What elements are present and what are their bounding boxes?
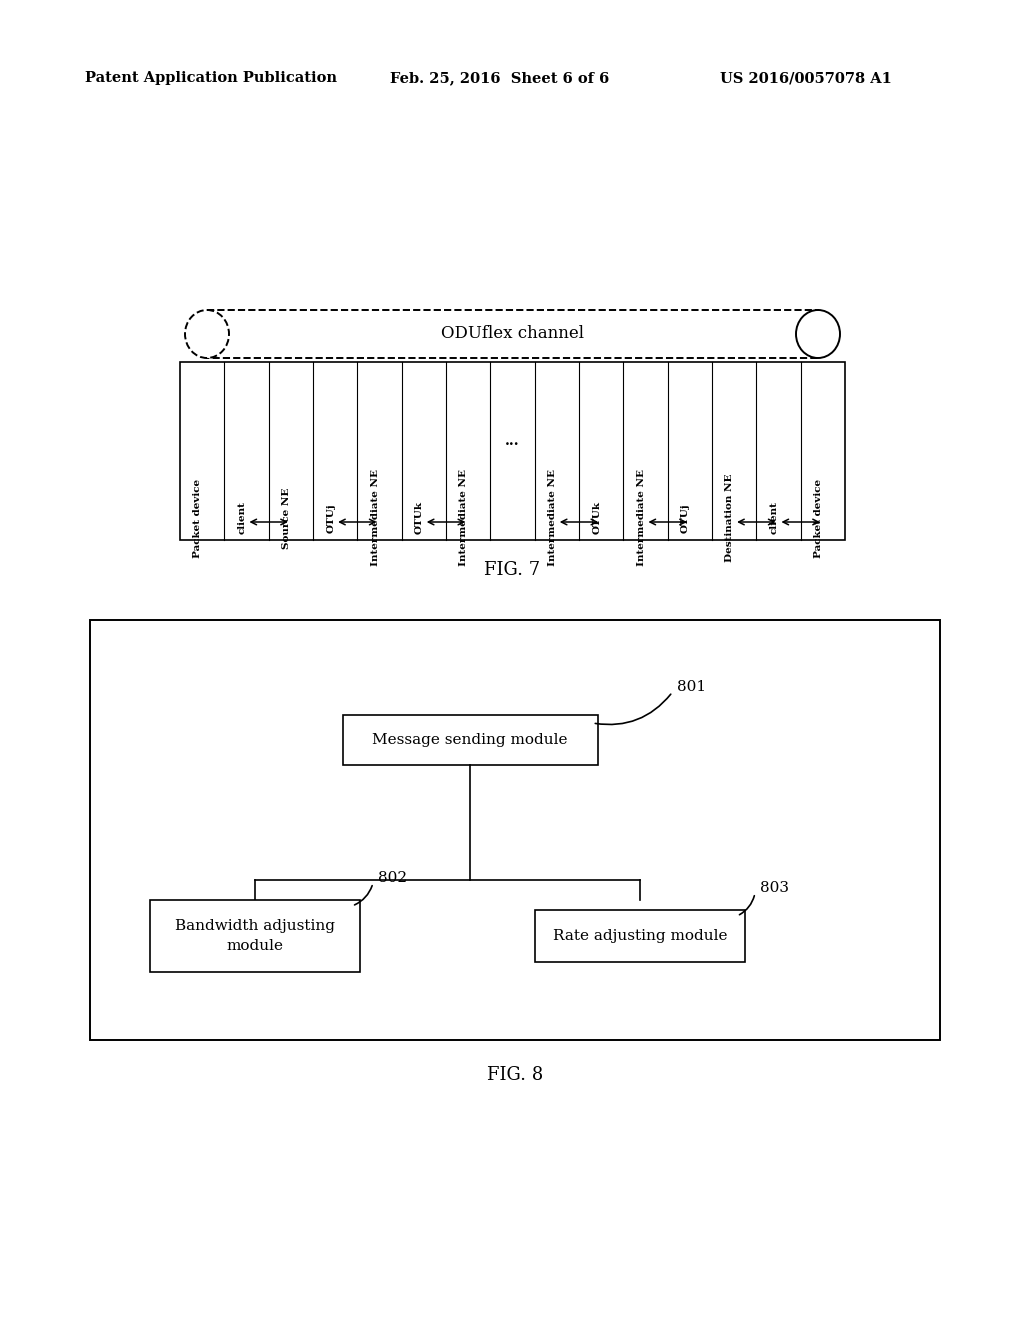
Text: OTUk: OTUk [592,502,601,535]
Text: Intermediate NE: Intermediate NE [548,470,557,566]
Text: OTUk: OTUk [415,502,424,535]
Bar [342,715,597,766]
Text: Rate adjusting module: Rate adjusting module [553,929,727,942]
Ellipse shape [796,310,840,358]
Text: ...: ... [505,434,520,447]
Text: FIG. 7: FIG. 7 [484,561,541,579]
Text: 803: 803 [760,880,790,895]
Text: ODUflex channel: ODUflex channel [441,326,584,342]
Text: client: client [769,502,778,535]
Text: client: client [238,502,247,535]
Text: Bandwidth adjusting
module: Bandwidth adjusting module [175,919,335,953]
Text: 802: 802 [378,871,408,884]
Ellipse shape [185,310,229,358]
Text: OTUj: OTUj [681,503,690,533]
Text: Intermediate NE: Intermediate NE [459,470,468,566]
Text: US 2016/0057078 A1: US 2016/0057078 A1 [720,71,892,84]
Text: Message sending module: Message sending module [373,733,567,747]
Text: FIG. 8: FIG. 8 [486,1067,543,1084]
Bar [207,310,818,358]
Text: Patent Application Publication: Patent Application Publication [85,71,337,84]
Text: Destination NE: Destination NE [725,474,734,562]
Text: Feb. 25, 2016  Sheet 6 of 6: Feb. 25, 2016 Sheet 6 of 6 [390,71,609,84]
Bar [90,620,940,1040]
Text: Packet device: Packet device [814,478,823,557]
Bar [150,900,360,972]
Bar [535,909,745,962]
Text: Source NE: Source NE [282,487,291,549]
Text: Intermediate NE: Intermediate NE [371,470,380,566]
Text: 801: 801 [678,680,707,694]
Text: Intermediate NE: Intermediate NE [637,470,645,566]
Text: OTUj: OTUj [327,503,335,533]
Bar [180,362,845,540]
Text: Packet device: Packet device [194,478,202,557]
